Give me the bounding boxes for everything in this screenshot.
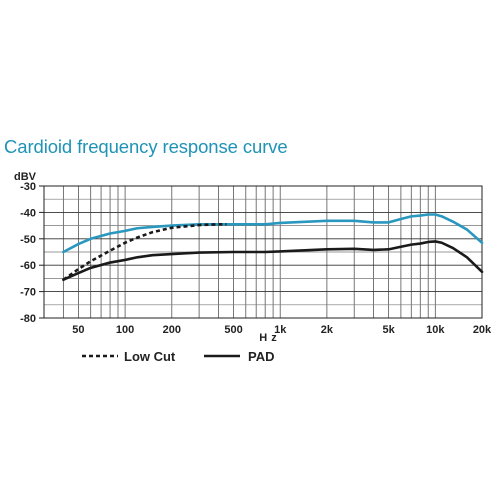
plot-border [43,185,483,319]
chart-title: Cardioid frequency response curve [4,136,288,157]
x-tick-label: 5k [382,324,395,336]
axis-labels: -30 -40 -50 -60 -70 -80 50 100 200 500 1k 2k 5k 10k 20… [14,171,492,344]
y-tick-label: -50 [20,234,36,246]
y-tick-label: -30 [20,181,36,193]
x-tick-label: 1k [274,324,287,336]
series-line-0 [62,213,484,254]
x-tick-label: 10k [426,324,445,336]
y-tick-label: -60 [20,260,36,272]
y-tick-label: -80 [20,313,36,325]
legend: Low Cut PAD [82,349,274,364]
x-tick-label: 500 [224,324,242,336]
x-tick-label: 2k [321,324,334,336]
y-tick-label: -40 [20,207,36,219]
y-axis-label: dBV [14,171,37,183]
x-tick-label: 200 [163,324,181,336]
series-line-2 [62,222,227,281]
x-tick-label: 50 [72,324,84,336]
series-layer [62,213,484,282]
x-axis-label: Hz [259,332,280,344]
y-tick-label: -70 [20,287,36,299]
series-line-1 [62,240,484,282]
legend-label: Low Cut [124,349,176,364]
x-tick-label: 100 [116,324,134,336]
legend-label: PAD [248,349,274,364]
x-tick-label: 20k [473,324,492,336]
